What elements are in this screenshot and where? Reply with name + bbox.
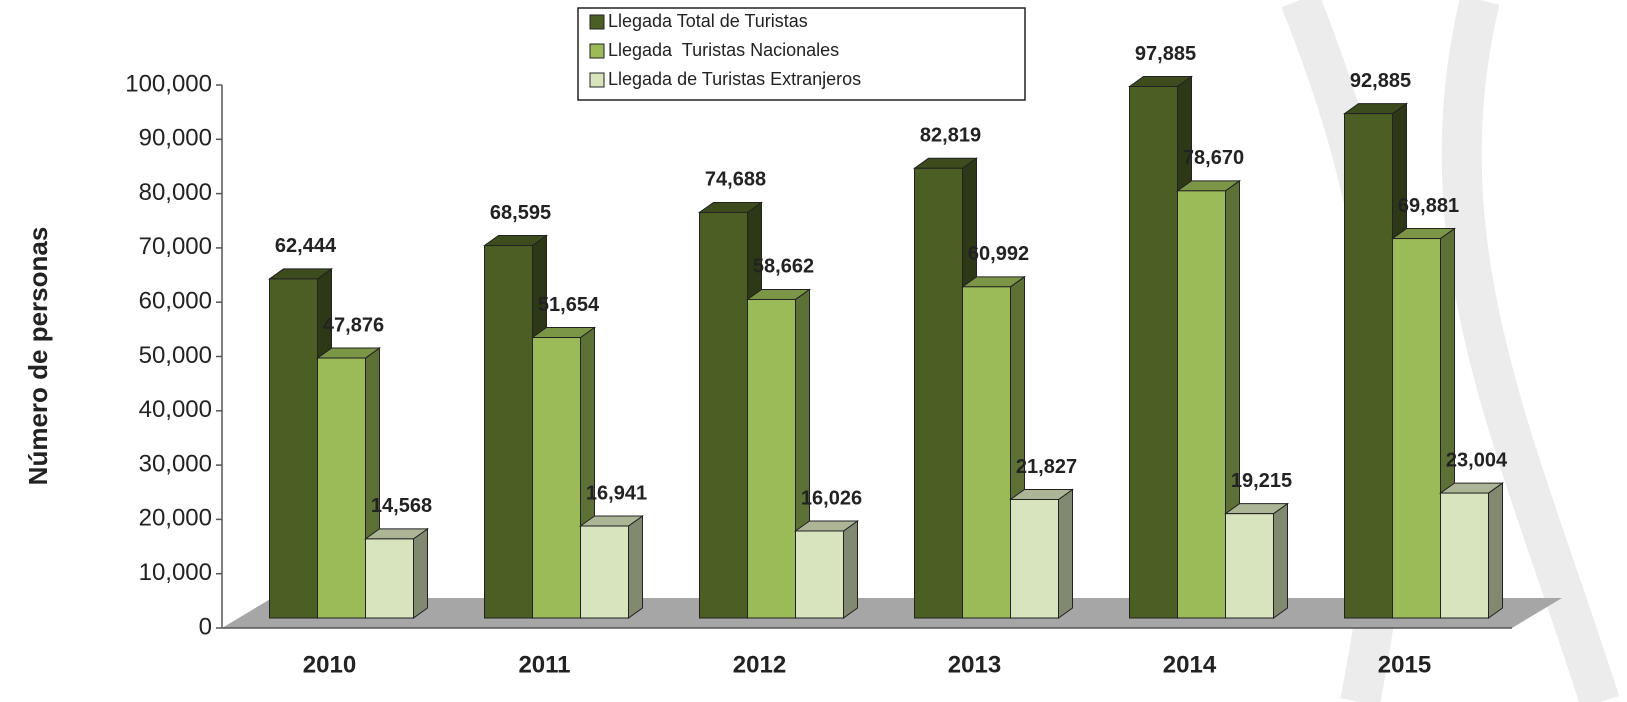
legend-swatch [589, 43, 605, 59]
bar [914, 167, 963, 619]
value-label: 51,654 [538, 294, 600, 316]
bar-side [1058, 488, 1073, 619]
value-label: 74,688 [705, 169, 766, 191]
bar-side [843, 520, 858, 619]
y-tick-label: 100,000 [125, 70, 212, 97]
y-tick-label: 60,000 [139, 288, 212, 315]
y-tick-label: 50,000 [139, 342, 212, 369]
value-label: 58,662 [753, 256, 814, 278]
value-label: 62,444 [275, 235, 337, 257]
y-tick-label: 40,000 [139, 396, 212, 423]
x-tick-label: 2011 [518, 651, 570, 678]
legend-box [577, 7, 1026, 101]
value-label: 69,881 [1398, 195, 1459, 217]
y-tick-label: 90,000 [139, 125, 212, 152]
value-label: 60,992 [968, 243, 1029, 265]
bar-side [1273, 502, 1288, 619]
x-tick-label: 2014 [1163, 651, 1217, 678]
value-label: 16,941 [586, 482, 647, 504]
bar [484, 245, 533, 619]
value-label: 23,004 [1446, 449, 1508, 471]
bar [1440, 492, 1489, 619]
value-label: 97,885 [1135, 43, 1196, 65]
x-tick-label: 2010 [303, 651, 356, 678]
value-label: 82,819 [920, 125, 981, 147]
value-label: 19,215 [1231, 470, 1292, 492]
value-label: 21,827 [1016, 456, 1077, 478]
value-label: 78,670 [1183, 147, 1244, 169]
y-tick-label: 70,000 [139, 233, 212, 260]
bar [269, 278, 318, 619]
bar [1225, 513, 1274, 619]
bar [1010, 498, 1059, 619]
legend-swatch [589, 14, 605, 30]
y-tick-label: 30,000 [139, 450, 212, 477]
bar [962, 286, 1011, 619]
legend-label: Llegada Turistas Nacionales [608, 40, 839, 60]
legend-label: Llegada Total de Turistas [608, 11, 808, 31]
bar [747, 298, 796, 619]
value-label: 92,885 [1350, 70, 1411, 92]
value-label: 47,876 [323, 314, 384, 336]
x-tick-label: 2013 [948, 651, 1001, 678]
bar [532, 337, 581, 619]
bar [1177, 190, 1226, 619]
x-tick-label: 2015 [1378, 651, 1431, 678]
y-tick-label: 20,000 [139, 505, 212, 532]
y-tick-label: 0 [199, 613, 212, 640]
bar [699, 211, 748, 619]
value-label: 16,026 [801, 487, 862, 509]
bar-side [628, 515, 643, 619]
bar [317, 357, 366, 619]
bar [1344, 113, 1393, 619]
bar [1392, 238, 1441, 619]
bar [1129, 85, 1178, 619]
bar [580, 525, 629, 619]
y-axis-label: Número de personas [23, 227, 53, 486]
value-label: 68,595 [490, 202, 551, 224]
legend-swatch [589, 72, 605, 88]
x-tick-label: 2012 [733, 651, 786, 678]
bar-side [1488, 482, 1503, 619]
legend-label: Llegada de Turistas Extranjeros [608, 69, 861, 89]
bar [795, 530, 844, 619]
value-label: 14,568 [371, 495, 432, 517]
bar-side [413, 527, 428, 619]
y-tick-label: 80,000 [139, 179, 212, 206]
y-tick-label: 10,000 [139, 559, 212, 586]
bar [365, 538, 414, 619]
